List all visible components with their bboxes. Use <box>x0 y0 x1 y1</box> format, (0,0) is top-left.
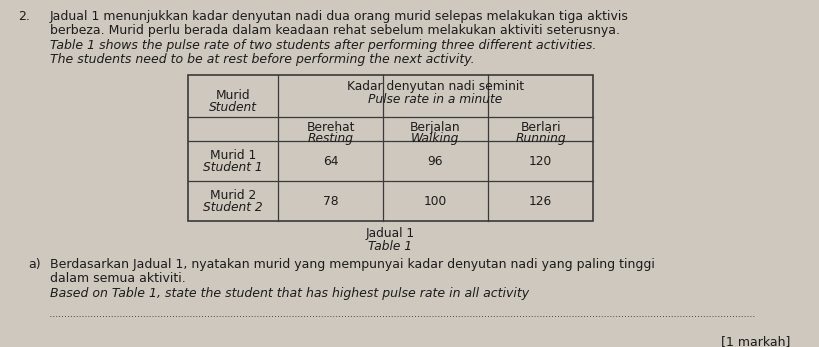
Text: [1 markah]: [1 markah] <box>721 335 790 347</box>
Text: berbeza. Murid perlu berada dalam keadaan rehat sebelum melakukan aktiviti seter: berbeza. Murid perlu berada dalam keadaa… <box>50 24 620 37</box>
Text: Murid 1: Murid 1 <box>210 149 256 162</box>
Text: Jadual 1: Jadual 1 <box>366 227 415 240</box>
Text: Berjalan: Berjalan <box>410 121 461 134</box>
Bar <box>188 75 593 221</box>
Text: Student 1: Student 1 <box>203 161 263 174</box>
Text: Student 2: Student 2 <box>203 201 263 214</box>
Text: Walking: Walking <box>411 132 459 145</box>
Text: 100: 100 <box>424 195 447 208</box>
Text: 78: 78 <box>323 195 338 208</box>
Text: Berdasarkan Jadual 1, nyatakan murid yang mempunyai kadar denyutan nadi yang pal: Berdasarkan Jadual 1, nyatakan murid yan… <box>50 258 655 271</box>
Text: Murid 2: Murid 2 <box>210 189 256 202</box>
Text: The students need to be at rest before performing the next activity.: The students need to be at rest before p… <box>50 53 475 66</box>
Text: 64: 64 <box>323 155 338 168</box>
Text: 120: 120 <box>529 155 552 168</box>
Text: dalam semua aktiviti.: dalam semua aktiviti. <box>50 272 186 285</box>
Text: a): a) <box>28 258 41 271</box>
Text: Murid: Murid <box>215 89 251 102</box>
Text: Student: Student <box>209 101 257 114</box>
Text: Jadual 1 menunjukkan kadar denyutan nadi dua orang murid selepas melakukan tiga : Jadual 1 menunjukkan kadar denyutan nadi… <box>50 10 629 23</box>
Text: Kadar denyutan nadi seminit: Kadar denyutan nadi seminit <box>347 80 524 93</box>
Text: Table 1: Table 1 <box>369 240 413 253</box>
Text: Berehat: Berehat <box>306 121 355 134</box>
Text: 126: 126 <box>529 195 552 208</box>
Text: Based on Table 1, state the student that has highest pulse rate in all activity: Based on Table 1, state the student that… <box>50 287 529 300</box>
Text: Running: Running <box>515 132 566 145</box>
Text: Berlari: Berlari <box>520 121 561 134</box>
Text: 96: 96 <box>428 155 443 168</box>
Text: Pulse rate in a minute: Pulse rate in a minute <box>369 93 503 106</box>
Text: 2.: 2. <box>18 10 29 23</box>
Text: Table 1 shows the pulse rate of two students after performing three different ac: Table 1 shows the pulse rate of two stud… <box>50 39 596 52</box>
Text: Resting: Resting <box>307 132 354 145</box>
